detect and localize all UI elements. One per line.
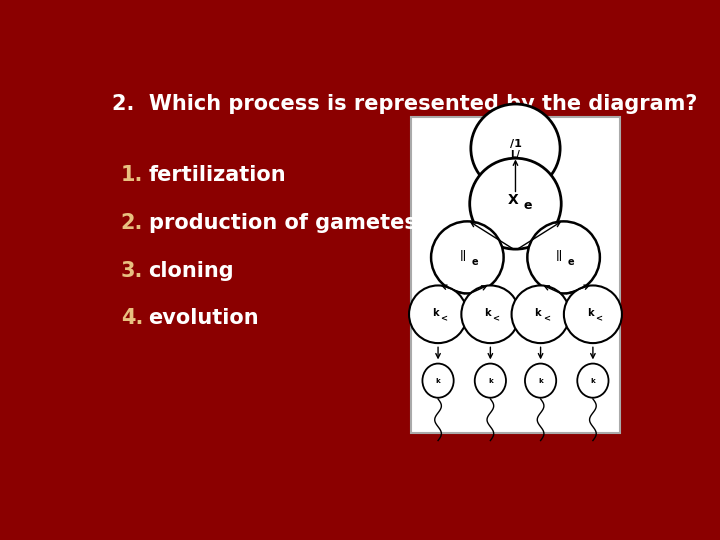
Ellipse shape — [462, 286, 519, 343]
Text: 1.: 1. — [121, 165, 143, 185]
Text: fertilization: fertilization — [148, 165, 287, 185]
Ellipse shape — [564, 286, 622, 343]
Text: k: k — [590, 377, 595, 383]
Ellipse shape — [527, 221, 600, 293]
Text: 2.  Which process is represented by the diagram?: 2. Which process is represented by the d… — [112, 94, 698, 114]
Text: ||: || — [459, 250, 467, 261]
Text: cloning: cloning — [148, 261, 234, 281]
Text: ||: || — [556, 250, 563, 261]
Text: <: < — [595, 314, 602, 323]
Text: k: k — [436, 377, 441, 383]
Text: e: e — [568, 256, 575, 267]
Text: <: < — [492, 314, 500, 323]
Ellipse shape — [577, 363, 608, 398]
Text: L/: L/ — [510, 150, 521, 160]
Text: e: e — [523, 199, 532, 212]
Text: <: < — [440, 314, 447, 323]
Text: X: X — [508, 193, 518, 207]
Ellipse shape — [409, 286, 467, 343]
Ellipse shape — [525, 363, 557, 398]
Text: 2.: 2. — [121, 213, 143, 233]
Ellipse shape — [474, 363, 506, 398]
Text: k: k — [432, 308, 438, 318]
Ellipse shape — [469, 158, 561, 249]
Ellipse shape — [423, 363, 454, 398]
Text: e: e — [472, 256, 479, 267]
Text: 3.: 3. — [121, 261, 143, 281]
Ellipse shape — [512, 286, 570, 343]
Text: k: k — [488, 377, 492, 383]
Ellipse shape — [471, 104, 560, 193]
Text: k: k — [534, 308, 541, 318]
Text: <: < — [543, 314, 549, 323]
Text: evolution: evolution — [148, 308, 259, 328]
Text: k: k — [485, 308, 491, 318]
Text: production of gametes: production of gametes — [148, 213, 416, 233]
Text: k: k — [539, 377, 543, 383]
Text: k: k — [587, 308, 593, 318]
FancyBboxPatch shape — [411, 117, 620, 433]
Text: /1: /1 — [510, 139, 521, 149]
Text: 4.: 4. — [121, 308, 143, 328]
Ellipse shape — [431, 221, 503, 293]
